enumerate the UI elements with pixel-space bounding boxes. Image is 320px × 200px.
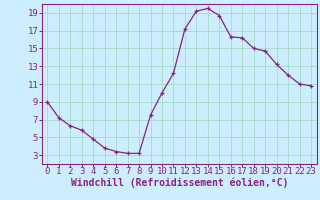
X-axis label: Windchill (Refroidissement éolien,°C): Windchill (Refroidissement éolien,°C)	[70, 178, 288, 188]
